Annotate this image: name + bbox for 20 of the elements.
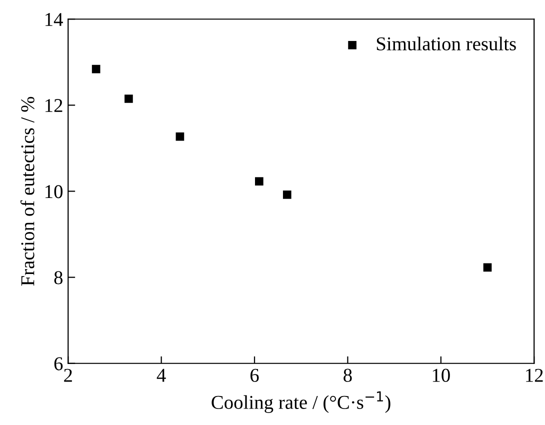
y-tick-label: 8 xyxy=(54,271,63,284)
point xyxy=(176,132,184,141)
y-tick-label: 6 xyxy=(54,357,63,370)
point xyxy=(483,263,492,272)
x-tick-label: 2 xyxy=(64,368,72,382)
x-tick-label: 6 xyxy=(250,368,259,382)
point xyxy=(282,190,292,199)
y-tick-label: 14 xyxy=(46,13,63,26)
y-tick-label: 10 xyxy=(46,185,63,198)
x-tick-label: 8 xyxy=(344,368,352,382)
x-tick-label: 10 xyxy=(432,368,450,382)
x-axis-title: Cooling rate / (°C·s$^{−1}$) xyxy=(212,391,390,413)
legend-label: Simulation results xyxy=(376,36,516,50)
y-tick-label: 12 xyxy=(46,99,62,112)
x-tick-label: 4 xyxy=(156,368,166,382)
x-tick-label: 12 xyxy=(526,368,543,382)
point xyxy=(124,94,133,103)
point xyxy=(255,177,264,186)
point xyxy=(92,64,100,74)
y-axis-title: Fraction of eutectics / % xyxy=(20,96,34,286)
